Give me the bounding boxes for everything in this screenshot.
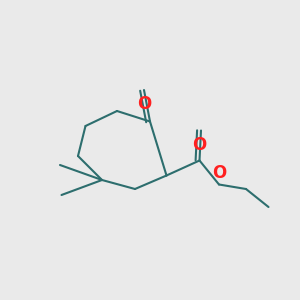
Text: O: O [137, 95, 151, 113]
Text: O: O [192, 136, 207, 154]
Text: O: O [212, 164, 226, 181]
